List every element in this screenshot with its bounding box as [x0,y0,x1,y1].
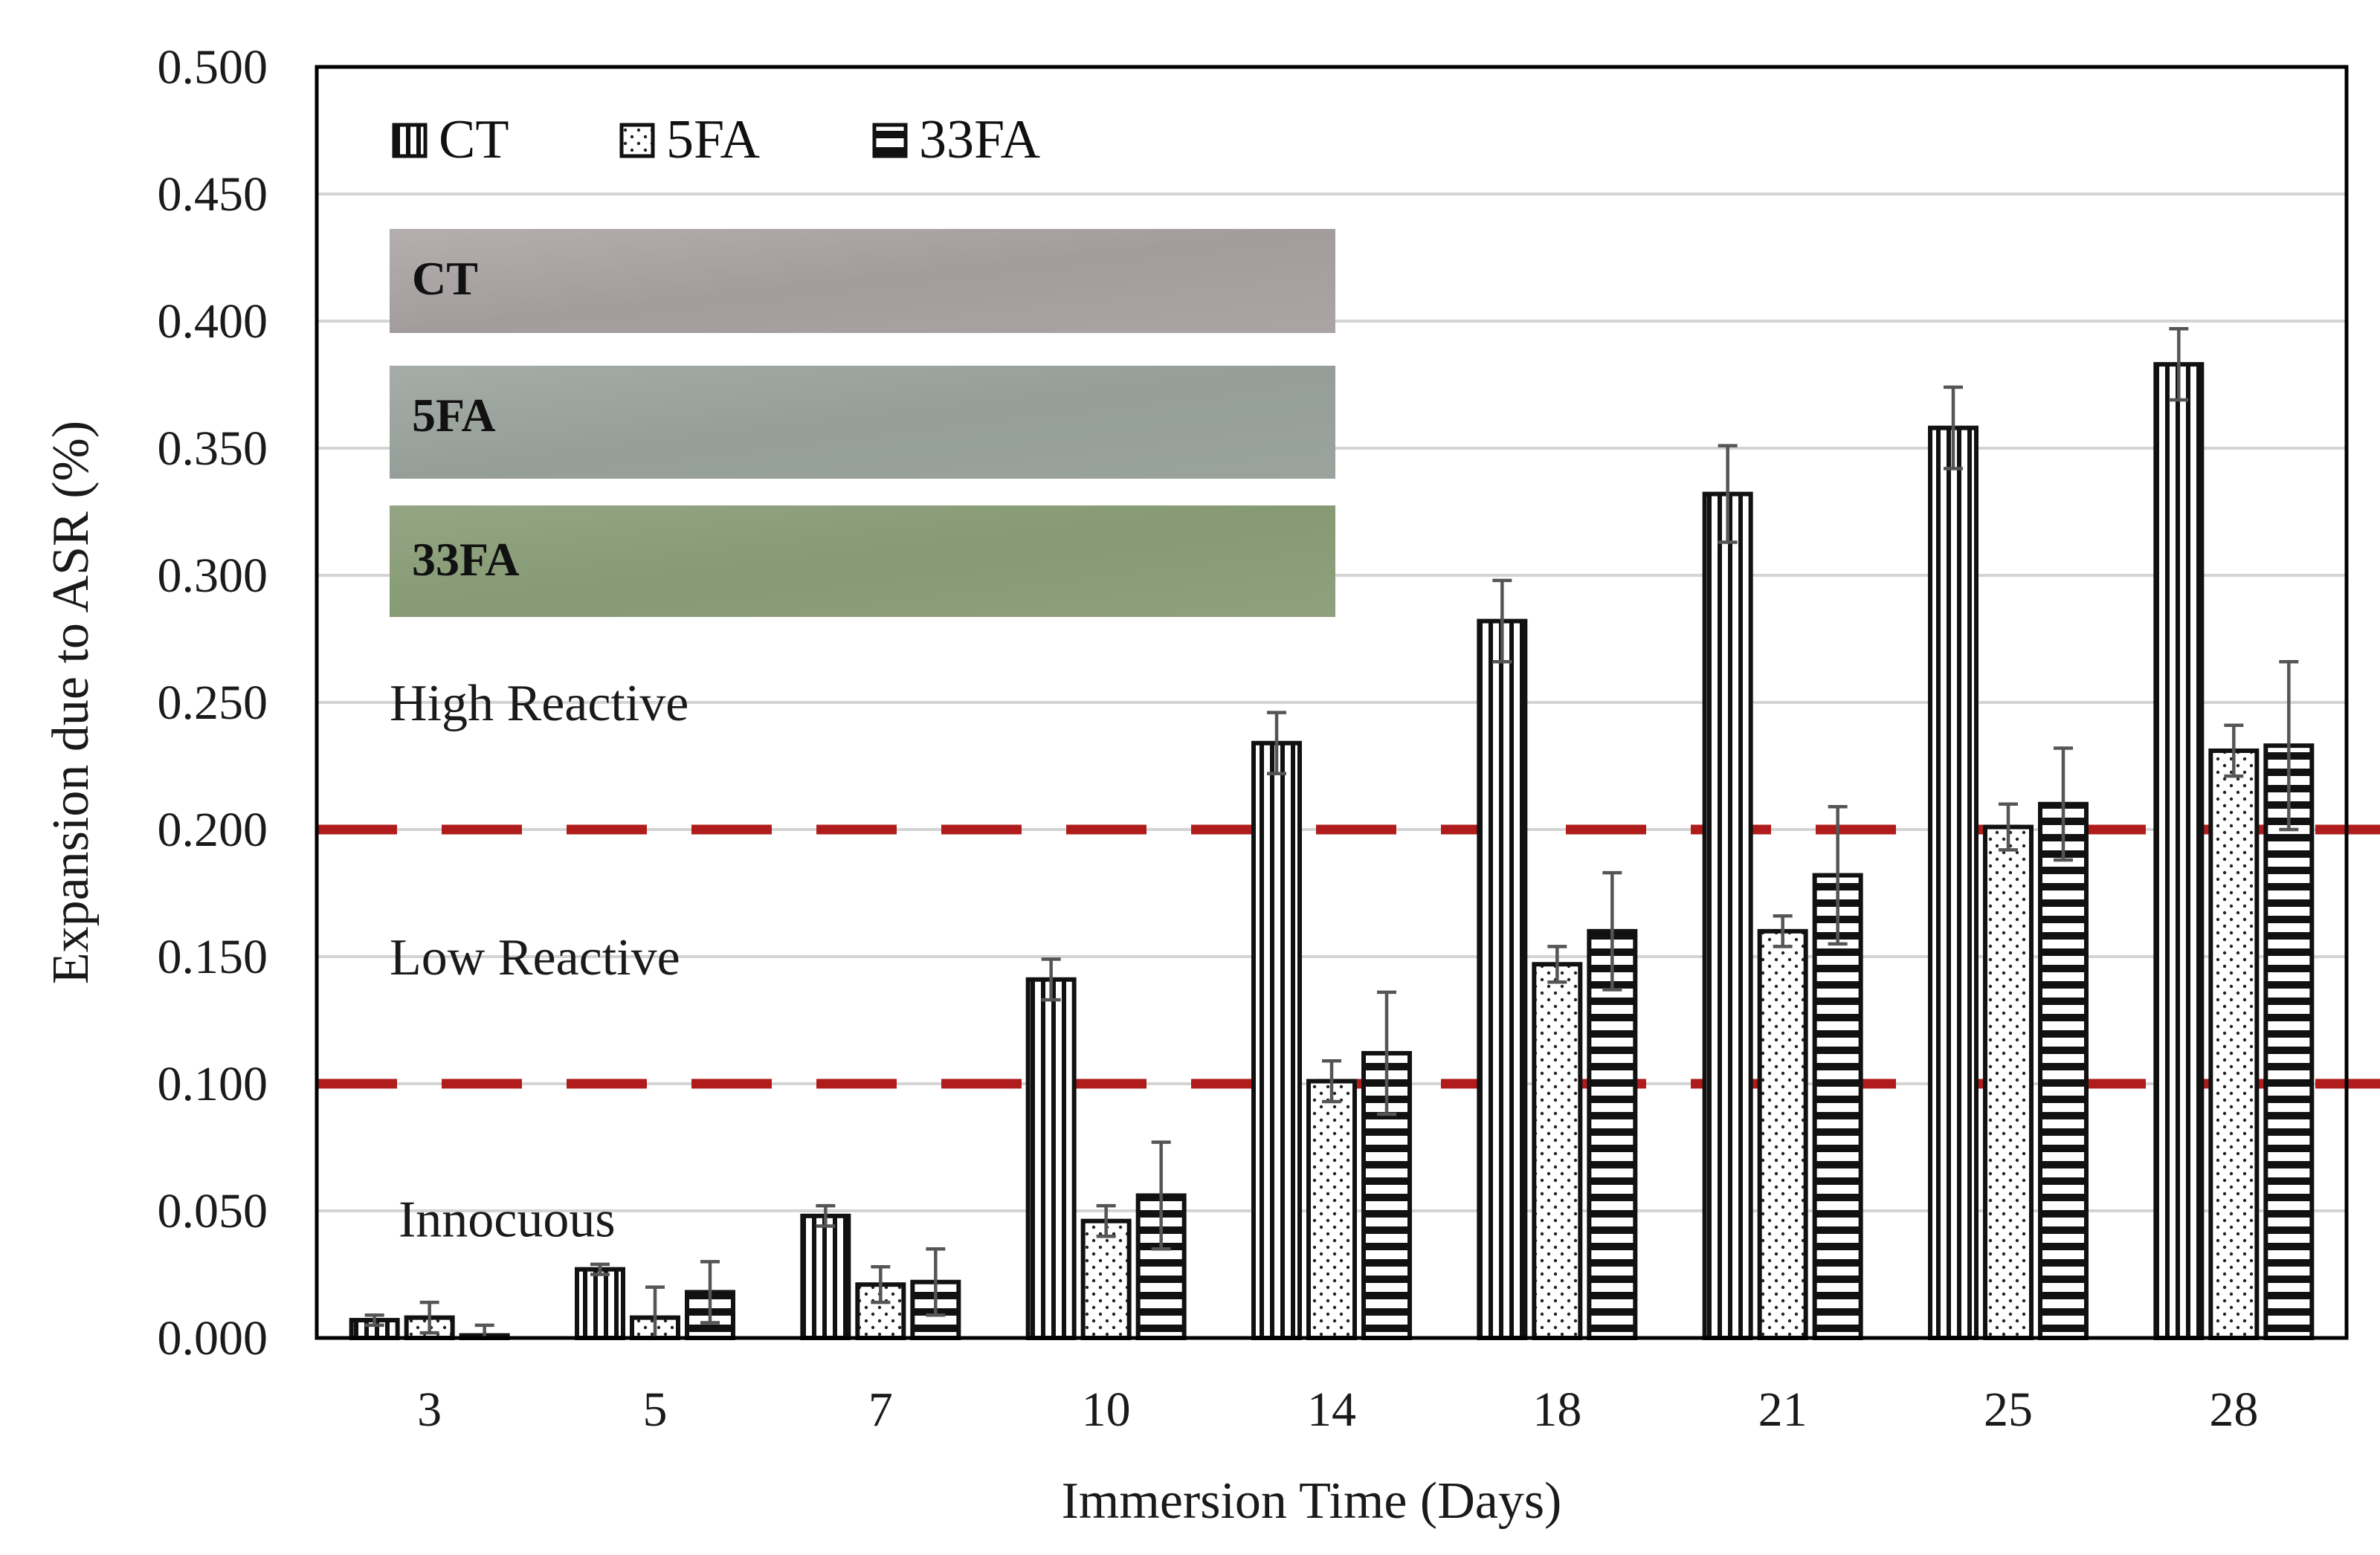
error-bar [2279,660,2299,832]
y-tick-label: 0.200 [158,803,268,857]
bar-5fa [1080,1218,1132,1341]
error-bar [1718,444,1738,544]
photo-ct-label: CT [412,252,478,305]
bar-ct [1025,977,1077,1341]
y-axis-ticks: 0.000 0.050 0.100 0.150 0.200 0.250 0.300 0.350… [158,40,268,1365]
x-tick-label: 14 [1307,1383,1356,1437]
zone-label-high-reactive: High Reactive [390,675,688,732]
photo-5fa-label: 5FA [412,389,496,442]
error-bar [1944,385,1963,471]
error-bar [871,1264,891,1305]
bar-33fa [2263,743,2315,1340]
y-tick-label: 0.000 [158,1311,268,1365]
legend-item-5fa: 5FA [619,109,760,170]
error-bar [1377,990,1396,1116]
x-tick-label: 5 [643,1383,668,1437]
error-bar [1267,711,1286,776]
bar-5fa [1757,928,1808,1341]
bar-ct [2153,362,2205,1340]
legend-swatch-5fa [619,123,655,158]
photo-5fa-image [390,366,1335,479]
bar-5fa [1532,962,1583,1340]
error-bar [1828,804,1848,946]
legend-swatch-ct [392,123,428,158]
error-bar [700,1260,720,1325]
error-bar [1492,578,1512,664]
error-bar [1151,1140,1171,1251]
bar-ct [800,1213,851,1340]
photo-33fa: 33FA [390,505,1335,617]
specimen-photos: CT 5FA 33FA [390,229,1335,617]
photo-ct: CT [390,229,1335,333]
photo-33fa-image [390,505,1335,617]
error-bar [364,1313,384,1328]
x-axis-title: Immersion Time (Days) [1062,1472,1562,1530]
legend-swatch-33fa [872,123,908,158]
error-bar [1041,957,1061,1002]
x-tick-label: 3 [417,1383,442,1437]
bar-33fa [2038,801,2089,1341]
photo-ct-image [390,229,1335,333]
x-tick-label: 21 [1758,1383,1807,1437]
error-bar [1322,1058,1341,1104]
photo-33fa-label: 33FA [412,533,520,586]
error-bar [2224,723,2244,778]
legend-item-ct: CT [392,109,509,170]
bar-33fa [1587,928,1638,1341]
bar-5fa [1983,824,2034,1340]
error-bar [1096,1203,1116,1238]
error-bar [1602,870,1622,992]
bar-5fa [1306,1079,1357,1340]
error-bar [816,1203,836,1228]
y-tick-label: 0.300 [158,549,268,603]
y-tick-label: 0.500 [158,40,268,94]
zone-labels: High Reactive Low Reactive Innocuous [390,675,688,1248]
y-tick-label: 0.100 [158,1057,268,1111]
y-tick-label: 0.050 [158,1184,268,1238]
legend-label-5fa: 5FA [666,109,760,170]
x-axis-ticks: 3 5 7 10 14 18 21 25 28 [417,1383,2258,1437]
y-tick-label: 0.350 [158,421,268,476]
legend-label-33fa: 33FA [919,109,1040,170]
legend-item-33fa: 33FA [872,109,1040,170]
x-tick-label: 25 [1984,1383,2033,1437]
y-tick-label: 0.450 [158,167,268,222]
error-bar [419,1300,439,1335]
error-bar [2054,746,2073,862]
error-bar [1547,945,1567,984]
bar-ct [575,1267,625,1341]
photo-5fa: 5FA [390,366,1335,479]
error-bar [2169,327,2189,402]
bar-ct [1702,491,1753,1340]
bar-ct [1477,618,1528,1340]
plot-area-frame [315,65,2349,1340]
legend-label-ct: CT [439,109,509,170]
legend: CT 5FA 33FA [392,109,1040,170]
error-bar [926,1247,946,1317]
zone-label-innocuous: Innocuous [399,1191,616,1248]
error-bar [1773,914,1793,948]
error-bar [590,1262,610,1276]
y-axis-title: Expansion due to ASR (%) [42,421,100,984]
zone-label-low-reactive: Low Reactive [390,929,680,986]
error-bars [364,327,2299,1340]
bar-5fa [2208,748,2260,1340]
bar-ct [1928,425,1979,1340]
error-bar [1999,802,2018,852]
y-tick-label: 0.150 [158,930,268,984]
bar-ct [1251,740,1302,1340]
x-tick-label: 18 [1532,1383,1581,1437]
x-tick-label: 7 [868,1383,893,1437]
x-tick-label: 28 [2209,1383,2258,1437]
x-tick-label: 10 [1082,1383,1131,1437]
y-tick-label: 0.250 [158,676,268,730]
y-tick-label: 0.400 [158,294,268,349]
